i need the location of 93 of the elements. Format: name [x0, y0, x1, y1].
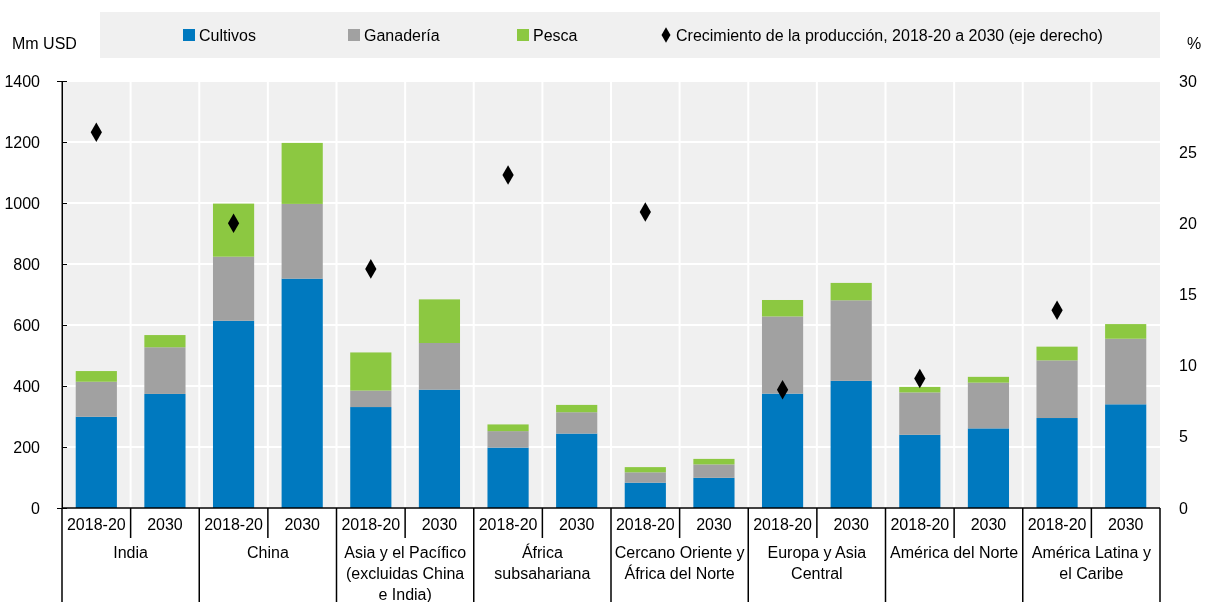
bar — [418, 343, 461, 390]
bar — [418, 389, 461, 508]
legend-label: Pesca — [533, 27, 578, 44]
bar — [830, 300, 872, 381]
x-tick-label: 2030 — [970, 516, 1007, 533]
bar — [830, 380, 872, 508]
bar — [75, 381, 117, 417]
bar — [1036, 360, 1078, 419]
bar — [1105, 404, 1147, 508]
bar — [556, 404, 598, 413]
bar — [487, 447, 529, 508]
bar — [212, 256, 255, 321]
bar — [418, 299, 461, 343]
x-tick-label: 2018-20 — [66, 516, 126, 533]
bar — [761, 316, 804, 394]
bar — [693, 464, 735, 478]
bar — [281, 142, 323, 204]
legend-label: Ganadería — [364, 27, 440, 44]
bar — [350, 390, 392, 408]
bar — [1105, 324, 1147, 339]
bar — [281, 203, 323, 279]
x-tick-label: 2030 — [558, 516, 595, 533]
bar — [693, 458, 735, 465]
x-tick-label: 2018-20 — [478, 516, 538, 533]
y2-axis-title: % — [1187, 35, 1202, 52]
bar — [75, 416, 117, 508]
x-tick-label: 2018-20 — [204, 516, 264, 533]
x-tick-label: 2018-20 — [753, 516, 813, 533]
y2-tick-label: 10 — [1179, 357, 1197, 375]
bar — [487, 424, 529, 432]
y-tick-label: 200 — [13, 438, 41, 456]
text: Cercano Oriente y África del Norte — [614, 544, 745, 582]
x-tick-label: 2030 — [833, 516, 870, 533]
y-tick-label: 800 — [13, 255, 41, 273]
bar — [350, 407, 392, 508]
x-tick-label: 2018-20 — [341, 516, 401, 533]
y-tick-label: 1000 — [4, 194, 41, 212]
bar — [144, 335, 186, 348]
text: Asia y el Pacífico (excluidas China e India) — [344, 544, 467, 602]
y-tick-label: 400 — [13, 377, 41, 395]
bar — [556, 433, 598, 508]
y2-tick-label: 25 — [1179, 143, 1197, 161]
bar — [350, 352, 392, 391]
x-tick-label: 2018-20 — [890, 516, 950, 533]
bar — [624, 472, 666, 483]
legend-label: Crecimiento de la producción, 2018-20 a 2030 (eje derecho) — [676, 27, 1103, 44]
legend-label: Cultivos — [199, 27, 256, 44]
y2-tick-label: 30 — [1179, 72, 1197, 90]
bar — [556, 412, 598, 434]
bar — [967, 428, 1010, 508]
text: América del Norte — [890, 544, 1019, 561]
bar — [1036, 418, 1078, 508]
x-tick-label: 2018-20 — [615, 516, 675, 533]
bar — [624, 482, 666, 508]
bar — [899, 392, 941, 435]
bar — [1105, 338, 1147, 405]
x-tick-label: 2030 — [147, 516, 183, 533]
bar — [212, 203, 255, 257]
x-tick-label: 2030 — [284, 516, 321, 533]
bar — [899, 386, 941, 393]
y-axis-title: Mm USD — [12, 35, 77, 52]
x-tick-label: 2030 — [1107, 516, 1144, 533]
bar — [624, 467, 666, 473]
bar — [967, 376, 1010, 383]
bar — [693, 477, 735, 508]
y-tick-label: 1400 — [4, 72, 41, 90]
y2-tick-label: 5 — [1179, 428, 1188, 446]
bar — [967, 382, 1010, 429]
bar — [1036, 346, 1078, 361]
bar — [761, 393, 804, 508]
y2-tick-label: 20 — [1179, 214, 1197, 232]
y2-tick-label: 0 — [1179, 499, 1188, 517]
text: China — [246, 544, 289, 561]
bar — [487, 431, 529, 448]
y2-tick-label: 15 — [1179, 286, 1197, 304]
bar — [144, 393, 186, 508]
text: América Latina y el Caribe — [1031, 544, 1151, 582]
x-tick-label: 2030 — [421, 516, 458, 533]
bar — [144, 347, 186, 394]
bar — [761, 299, 804, 317]
y-tick-label: 1200 — [4, 133, 41, 151]
text: África subsahariana — [494, 543, 591, 582]
bar — [212, 320, 255, 508]
x-tick-label: 2030 — [696, 516, 732, 533]
bar — [899, 434, 941, 508]
bar — [281, 278, 323, 508]
bar — [830, 282, 872, 301]
x-tick-label: 2018-20 — [1027, 516, 1087, 533]
y-tick-label: 0 — [31, 499, 41, 517]
text: India — [113, 544, 149, 561]
y-tick-label: 600 — [13, 316, 41, 334]
bar — [75, 371, 117, 382]
text: Europa y Asia Central — [767, 544, 867, 582]
